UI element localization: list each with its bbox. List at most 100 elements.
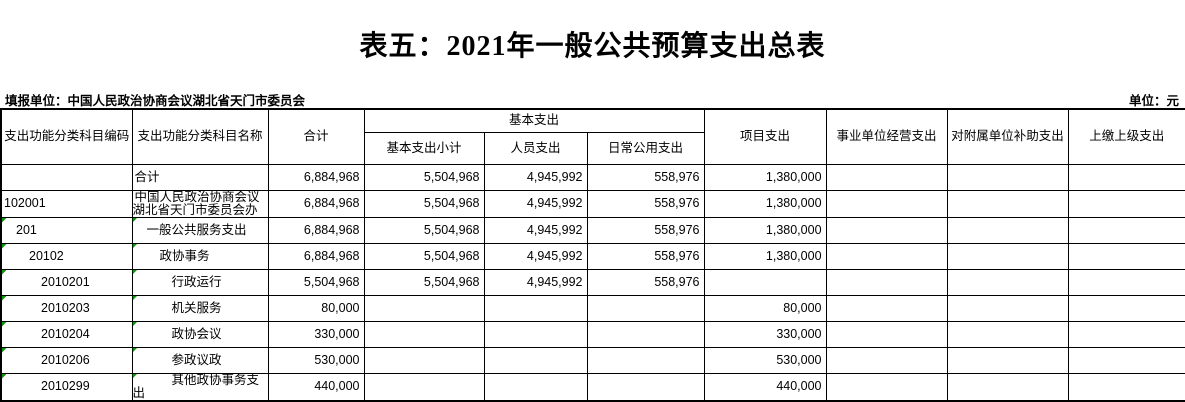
excel-flag-triangle-icon: [2, 296, 7, 301]
cell-personnel: [483, 294, 588, 322]
cell-project: [703, 268, 827, 296]
table-row: 2010299 其他政协事务支出 440,000 440,000: [0, 372, 1185, 401]
table-row: 2010206 参政议政 530,000 530,000: [0, 346, 1185, 374]
cell-basic-subtotal: 5,504,968: [363, 268, 485, 296]
col-header-basic-subtotal: 基本支出小计: [363, 131, 485, 165]
cell-personnel: [483, 372, 588, 401]
excel-flag-triangle-icon: [2, 322, 7, 327]
cell-personnel: 4,945,992: [483, 189, 588, 218]
excel-flag-triangle-icon: [2, 373, 7, 379]
cell-project: 1,380,000: [703, 242, 827, 270]
page-title: 表五：2021年一般公共预算支出总表: [359, 31, 826, 62]
code-cell: 2010203: [0, 294, 133, 322]
cell-personnel: 4,945,992: [483, 242, 588, 270]
cell-subsidy: [946, 372, 1069, 401]
cell-project: 440,000: [703, 372, 827, 401]
name-cell: 政协会议: [131, 320, 269, 348]
cell-basic-subtotal: 5,504,968: [363, 242, 485, 270]
cell-subsidy: [946, 189, 1069, 218]
cell-daily-public: 558,976: [586, 189, 705, 218]
code-cell: 2010206: [0, 346, 133, 374]
cell-total: 6,884,968: [267, 216, 365, 244]
excel-flag-triangle-icon: [2, 218, 7, 223]
excel-flag-triangle-icon: [2, 348, 7, 353]
excel-flag-triangle-icon: [133, 218, 138, 223]
cell-operating: [825, 346, 948, 374]
cell-upper: [1067, 163, 1185, 191]
cell-basic-subtotal: 5,504,968: [363, 216, 485, 244]
col-header-subsidy: 对附属单位补助支出: [946, 108, 1069, 165]
cell-subsidy: [946, 242, 1069, 270]
cell-operating: [825, 268, 948, 296]
cell-total: 6,884,968: [267, 163, 365, 191]
cell-operating: [825, 189, 948, 218]
cell-project: 330,000: [703, 320, 827, 348]
col-header-name: 支出功能分类科目名称: [131, 108, 269, 165]
excel-flag-triangle-icon: [133, 270, 138, 275]
table-row: 2010204 政协会议 330,000 330,000: [0, 320, 1185, 348]
cell-subsidy: [946, 346, 1069, 374]
excel-flag-triangle-icon: [133, 348, 138, 353]
name-cell: 合计: [131, 163, 269, 191]
table-row: 2010203 机关服务 80,000 80,000: [0, 294, 1185, 322]
cell-basic-subtotal: [363, 294, 485, 322]
excel-flag-triangle-icon: [2, 244, 7, 249]
code-cell: [0, 163, 133, 191]
cell-operating: [825, 216, 948, 244]
cell-personnel: [483, 320, 588, 348]
cell-upper: [1067, 320, 1185, 348]
cell-personnel: 4,945,992: [483, 268, 588, 296]
code-cell: 201: [0, 216, 133, 244]
cell-operating: [825, 242, 948, 270]
meta-line: 填报单位：中国人民政治协商会议湖北省天门市委员会 单位：元: [0, 90, 1185, 108]
cell-daily-public: [586, 346, 705, 374]
col-header-code: 支出功能分类科目编码: [0, 108, 133, 165]
cell-total: 80,000: [267, 294, 365, 322]
cell-subsidy: [946, 320, 1069, 348]
cell-total: 440,000: [267, 372, 365, 401]
name-cell: 政协事务: [131, 242, 269, 270]
cell-daily-public: [586, 372, 705, 401]
cell-upper: [1067, 242, 1185, 270]
cell-total: 6,884,968: [267, 242, 365, 270]
col-header-daily-public: 日常公用支出: [586, 131, 705, 165]
cell-project: 530,000: [703, 346, 827, 374]
cell-basic-subtotal: [363, 372, 485, 401]
excel-flag-triangle-icon: [133, 322, 138, 327]
cell-upper: [1067, 216, 1185, 244]
cell-daily-public: 558,976: [586, 242, 705, 270]
cell-subsidy: [946, 268, 1069, 296]
cell-daily-public: 558,976: [586, 163, 705, 191]
cell-subsidy: [946, 163, 1069, 191]
cell-basic-subtotal: [363, 346, 485, 374]
code-cell: 2010204: [0, 320, 133, 348]
code-cell: 2010201: [0, 268, 133, 296]
table-row: 102001 中国人民政治协商会议湖北省天门市委员会办 6,884,968 5,504…: [0, 189, 1185, 218]
reporting-unit-label: 填报单位：中国人民政治协商会议湖北省天门市委员会: [5, 94, 306, 108]
code-cell: 20102: [0, 242, 133, 270]
excel-flag-triangle-icon: [2, 270, 7, 275]
cell-operating: [825, 294, 948, 322]
cell-daily-public: 558,976: [586, 268, 705, 296]
col-header-basic-group: 基本支出: [363, 108, 705, 133]
cell-personnel: [483, 346, 588, 374]
cell-operating: [825, 163, 948, 191]
name-cell: 参政议政: [131, 346, 269, 374]
col-header-total: 合计: [267, 108, 365, 165]
cell-project: 1,380,000: [703, 216, 827, 244]
cell-upper: [1067, 268, 1185, 296]
excel-flag-triangle-icon: [133, 296, 138, 301]
cell-project: 1,380,000: [703, 163, 827, 191]
cell-total: 6,884,968: [267, 189, 365, 218]
cell-total: 330,000: [267, 320, 365, 348]
cell-upper: [1067, 294, 1185, 322]
table-row: 合计 6,884,968 5,504,968 4,945,992 558,976 1,38…: [0, 163, 1185, 191]
name-cell: 机关服务: [131, 294, 269, 322]
name-cell: 中国人民政治协商会议湖北省天门市委员会办: [131, 189, 269, 218]
excel-flag-triangle-icon: [133, 373, 138, 379]
excel-flag-triangle-icon: [133, 244, 138, 249]
cell-upper: [1067, 346, 1185, 374]
cell-upper: [1067, 372, 1185, 401]
cell-daily-public: [586, 294, 705, 322]
